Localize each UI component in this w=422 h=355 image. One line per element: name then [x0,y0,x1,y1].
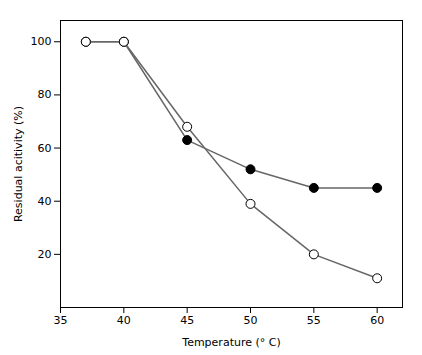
svg-text:Residual acitivity (%): Residual acitivity (%) [12,106,25,222]
svg-text:60: 60 [38,142,52,155]
svg-text:40: 40 [117,314,131,327]
svg-text:20: 20 [38,248,52,261]
svg-text:45: 45 [180,314,194,327]
svg-text:50: 50 [244,314,258,327]
svg-text:55: 55 [307,314,321,327]
svg-text:60: 60 [370,314,384,327]
svg-text:40: 40 [38,195,52,208]
svg-text:100: 100 [31,35,52,48]
svg-text:80: 80 [38,88,52,101]
svg-text:35: 35 [54,314,68,327]
svg-text:Temperature (° C): Temperature (° C) [181,336,280,349]
